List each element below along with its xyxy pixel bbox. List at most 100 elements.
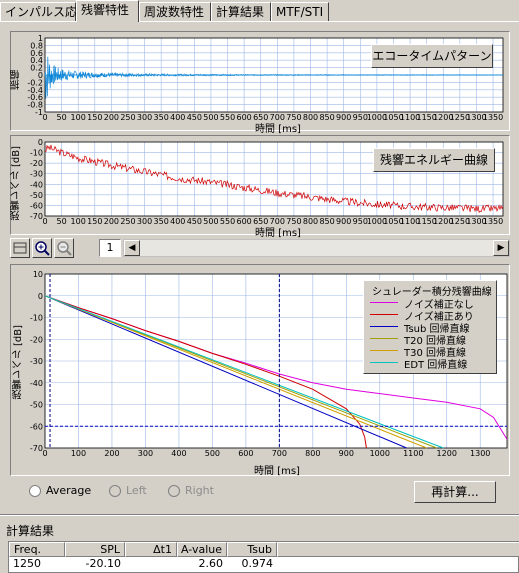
col-avalue-header[interactable]: A-value: [177, 542, 227, 557]
reverb-energy-button[interactable]: 残響エネルギー曲線: [373, 148, 495, 172]
fit-view-icon[interactable]: [10, 238, 30, 258]
radio-average-circle[interactable]: [29, 485, 41, 497]
energy-chart: 0 50 100 150 200 250 300 350 400 450 500 550 600 650 7…: [30, 138, 504, 226]
y-tick-label: -10: [30, 149, 43, 158]
y-tick-label: -10: [30, 314, 43, 323]
x-tick-label: 600: [236, 217, 251, 226]
col-dt1-header[interactable]: Δt1: [125, 542, 177, 557]
x-tick-label: 850: [319, 217, 334, 226]
y-tick-label: -40: [30, 180, 43, 189]
scroll-right-icon[interactable]: ▶: [493, 240, 509, 256]
x-tick-label: 200: [104, 449, 119, 458]
cell-freq: 1250: [13, 557, 41, 570]
decay-series-5: [44, 295, 427, 449]
radio-right[interactable]: Right: [168, 484, 214, 500]
x-tick-label: 300: [138, 449, 153, 458]
x-tick-label: 250: [120, 113, 135, 122]
page-number-field[interactable]: 1: [99, 239, 121, 257]
legend-item: T30 回帰直線: [370, 344, 494, 359]
legend-label: T30 回帰直線: [404, 348, 467, 359]
radio-left[interactable]: Left: [109, 484, 147, 500]
x-tick-label: 1250: [450, 113, 470, 122]
horizontal-scrollbar[interactable]: ◀ ▶: [123, 239, 510, 257]
x-tick-label: 350: [154, 113, 169, 122]
x-tick-label: 50: [57, 217, 67, 226]
scroll-left-icon[interactable]: ◀: [124, 240, 140, 256]
x-tick-label: 700: [270, 217, 285, 226]
radio-right-circle[interactable]: [168, 485, 180, 497]
x-tick-label: 400: [170, 113, 185, 122]
x-tick-label: 100: [71, 217, 86, 226]
x-tick-label: 1150: [416, 113, 436, 122]
tab-mtf-sti[interactable]: MTF/STI: [271, 2, 329, 22]
legend-label: T20 回帰直線: [404, 336, 467, 347]
y-tick-label: -0.2: [27, 78, 43, 87]
results-table: Freq. SPL Δt1 A-value Tsub 1250 -20.10 2…: [8, 541, 519, 573]
y-tick-label: -1: [35, 108, 43, 117]
tab-results[interactable]: 計算結果: [211, 2, 271, 22]
x-tick-label: 1100: [400, 113, 420, 122]
x-tick-label: 650: [253, 217, 268, 226]
echo-time-pattern-button[interactable]: エコータイムパターン: [371, 44, 493, 68]
y-tick-label: -50: [30, 401, 43, 410]
tab-frequency[interactable]: 周波数特性: [139, 2, 211, 22]
x-tick-label: 500: [203, 217, 218, 226]
col-tsub-header[interactable]: Tsub: [227, 542, 277, 557]
zoom-in-icon[interactable]: [32, 238, 52, 258]
x-tick-label: 900: [336, 217, 351, 226]
tab-reverberation[interactable]: 残響特性: [76, 0, 139, 22]
y-tick-label: -60: [30, 422, 43, 431]
x-tick-label: 350: [154, 217, 169, 226]
y-tick-label: -20: [30, 159, 43, 168]
x-tick-label: 700: [272, 449, 287, 458]
legend-item: EDT 回帰直線: [370, 356, 494, 371]
x-tick-label: 1200: [433, 113, 453, 122]
x-tick-label: 1300: [470, 449, 490, 458]
radio-right-label: Right: [185, 484, 214, 497]
x-tick-label: 600: [236, 113, 251, 122]
x-tick-label: 1300: [466, 217, 486, 226]
x-tick-label: 750: [286, 217, 301, 226]
y-tick-label: -0.8: [27, 101, 43, 110]
y-tick-label: 10: [33, 270, 43, 279]
x-tick-label: 200: [104, 217, 119, 226]
energy-ylabel: 残響レベル [dB]: [11, 146, 22, 221]
x-tick-label: 650: [253, 113, 268, 122]
x-tick-label: 900: [339, 449, 354, 458]
zoom-out-icon[interactable]: [54, 238, 74, 258]
legend-swatch: [370, 302, 398, 303]
radio-left-circle[interactable]: [109, 485, 121, 497]
y-tick-label: 0: [38, 71, 43, 80]
radio-average[interactable]: Average: [29, 484, 91, 500]
y-tick-label: 1: [38, 34, 43, 43]
x-tick-label: 800: [303, 217, 318, 226]
x-tick-label: 550: [220, 217, 235, 226]
recalculate-button[interactable]: 再計算...: [414, 481, 496, 503]
legend-swatch: [370, 362, 398, 363]
x-tick-label: 300: [137, 113, 152, 122]
legend-label: Tsub 回帰直線: [404, 324, 470, 335]
legend-item: T20 回帰直線: [370, 332, 494, 347]
tab-impulse-response[interactable]: インパルス応答: [0, 2, 89, 22]
radio-left-label: Left: [126, 484, 147, 497]
y-tick-label: -40: [30, 379, 43, 388]
tab-strip: インパルス応答 残響特性 周波数特性 計算結果 MTF/STI: [0, 0, 519, 22]
x-tick-label: 0: [42, 217, 47, 226]
legend-swatch: [370, 350, 398, 351]
x-tick-label: 450: [187, 113, 202, 122]
x-tick-label: 500: [203, 113, 218, 122]
reverb-energy-panel: 0 50 100 150 200 250 300 350 400 450 500 550 600 650 7…: [10, 135, 510, 239]
y-tick-label: -70: [30, 444, 43, 453]
legend-label: ノイズ補正あり: [404, 312, 474, 323]
legend-item: Tsub 回帰直線: [370, 320, 494, 335]
decay-xlabel: 時間 [ms]: [254, 466, 300, 477]
col-spl-header[interactable]: SPL: [65, 542, 125, 557]
chart-toolbar: 1 ◀ ▶: [10, 237, 510, 259]
x-tick-label: 300: [137, 217, 152, 226]
y-tick-label: -0.4: [27, 86, 43, 95]
col-freq-header[interactable]: Freq.: [9, 542, 65, 557]
y-tick-label: 0: [38, 138, 43, 147]
energy-xlabel: 時間 [ms]: [255, 228, 301, 239]
x-tick-label: 550: [220, 113, 235, 122]
y-tick-label: -0.6: [27, 93, 43, 102]
